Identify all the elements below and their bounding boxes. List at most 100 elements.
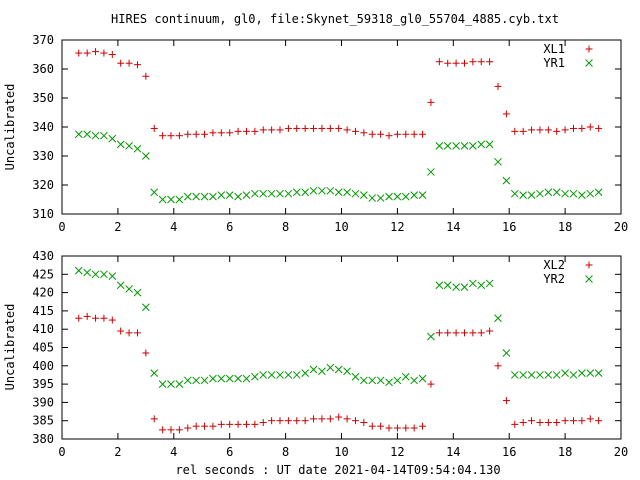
lower-xl2-point — [268, 417, 276, 425]
upper-yr1-point — [443, 141, 452, 150]
upper-yr1-point — [351, 189, 360, 198]
upper-yr1-point — [427, 168, 435, 176]
lower-xl2-point — [108, 316, 116, 324]
upper-xl1-point — [242, 127, 250, 135]
lower-xl2-point — [595, 417, 603, 425]
lower-yr2-point — [183, 376, 192, 385]
lower-x-tick-label: 6 — [226, 445, 233, 459]
lower-xl2-point — [553, 419, 561, 427]
lower-yr2-point — [452, 283, 460, 291]
upper-xl1-point — [419, 130, 427, 138]
lower-y-axis-label: Uncalibrated — [3, 304, 17, 391]
upper-x-tick-label: 14 — [446, 220, 460, 234]
lower-x-tick-label: 4 — [170, 445, 177, 459]
lower-yr2-point — [443, 281, 452, 290]
upper-yr1-point — [242, 191, 251, 200]
upper-yr1-point — [502, 176, 511, 185]
upper-xl1-point — [293, 124, 301, 132]
upper-xl1-point — [175, 132, 183, 140]
upper-legend-label: XL1 — [543, 42, 565, 56]
lower-xl2-point — [301, 417, 309, 425]
upper-xl1-point — [83, 49, 91, 57]
lower-xl2-point — [100, 314, 108, 322]
upper-xl1-point — [310, 124, 318, 132]
upper-xl1-point — [284, 124, 292, 132]
upper-xl1-point — [402, 130, 410, 138]
lower-xl2-point — [133, 329, 141, 337]
upper-yr1-point — [334, 188, 343, 197]
lower-legend-label: YR2 — [543, 272, 565, 286]
lower-xl2-point — [310, 415, 318, 423]
upper-yr1-point — [74, 130, 83, 139]
lower-xl2-point — [150, 415, 158, 423]
upper-y-tick-label: 360 — [32, 62, 54, 76]
upper-xl1-point — [335, 124, 343, 132]
lower-x-tick-label: 2 — [114, 445, 121, 459]
lower-xl2-point — [142, 349, 150, 357]
lower-legend-label: XL2 — [543, 258, 565, 272]
upper-xl1-point — [268, 126, 276, 134]
upper-xl1-point — [435, 58, 443, 66]
lower-yr2-point — [427, 332, 435, 341]
upper-x-tick-label: 16 — [502, 220, 516, 234]
lower-xl2-point — [494, 362, 502, 370]
lower-yr2-point — [469, 279, 477, 288]
upper-yr1-point — [158, 195, 167, 204]
upper-xl1-point — [192, 130, 200, 138]
lower-xl2-point — [477, 329, 485, 337]
upper-yr1-point — [519, 191, 528, 200]
lower-yr2-point — [175, 380, 184, 388]
upper-yr1-point — [150, 188, 159, 197]
lower-yr2-point — [259, 371, 268, 379]
upper-xl1-point — [226, 129, 234, 137]
upper-yr1-point — [234, 192, 242, 201]
upper-xl1-point — [595, 124, 603, 132]
lower-yr2-point — [301, 369, 310, 377]
upper-yr1-point — [435, 141, 444, 150]
lower-legend-marker — [585, 261, 593, 269]
upper-x-tick-label: 20 — [614, 220, 628, 234]
lower-yr2-point — [167, 380, 175, 388]
lower-x-tick-label: 18 — [558, 445, 572, 459]
lower-xl2-point — [569, 417, 577, 425]
lower-yr2-point — [460, 283, 469, 291]
lower-yr2-point — [418, 374, 427, 383]
lower-data-points — [74, 266, 603, 434]
upper-xl1-point — [460, 59, 468, 67]
upper-yr1-point — [301, 188, 310, 197]
upper-yr1-point — [284, 189, 293, 198]
lower-yr2-point — [74, 266, 83, 275]
lower-yr2-point — [309, 365, 318, 374]
lower-yr2-point — [83, 268, 92, 277]
lower-y-tick-label: 380 — [32, 432, 54, 446]
lower-x-tick-label: 10 — [334, 445, 348, 459]
upper-yr1-point — [485, 140, 494, 149]
upper-yr1-point — [133, 144, 142, 153]
upper-yr1-point — [527, 191, 536, 200]
upper-xl1-point — [578, 124, 586, 132]
upper-axis-ticks: 0 2 4 6 8 10 12 14 16 18 20 310 320 330 340 350 360 370 — [32, 33, 628, 234]
lower-xl2-point — [502, 397, 510, 405]
lower-xl2-point — [536, 419, 544, 427]
lower-xl2-point — [75, 314, 83, 322]
lower-x-tick-label: 0 — [58, 445, 65, 459]
lower-y-tick-label: 405 — [32, 341, 54, 355]
upper-xl1-point — [142, 72, 150, 80]
upper-xl1-point — [553, 127, 561, 135]
upper-yr1-point — [578, 191, 586, 200]
lower-yr2-point — [536, 371, 544, 379]
lower-yr2-point — [519, 371, 528, 379]
lower-y-tick-label: 415 — [32, 304, 54, 318]
lower-y-tick-label: 400 — [32, 359, 54, 373]
upper-yr1-point — [410, 191, 419, 200]
lower-xl2-point — [217, 420, 225, 428]
lower-yr2-point — [360, 376, 368, 385]
lower-y-tick-label: 410 — [32, 322, 54, 336]
lower-xl2-point — [360, 419, 368, 427]
lower-xl2-point — [402, 424, 410, 432]
upper-y-axis-label: Uncalibrated — [3, 84, 17, 171]
lower-plot-panel: Uncalibrated 0 2 4 6 8 10 12 14 16 18 20 380 385 390 3… — [3, 249, 628, 459]
lower-yr2-point — [494, 314, 502, 323]
upper-yr1-point — [544, 188, 553, 197]
upper-yr1-point — [510, 189, 519, 198]
